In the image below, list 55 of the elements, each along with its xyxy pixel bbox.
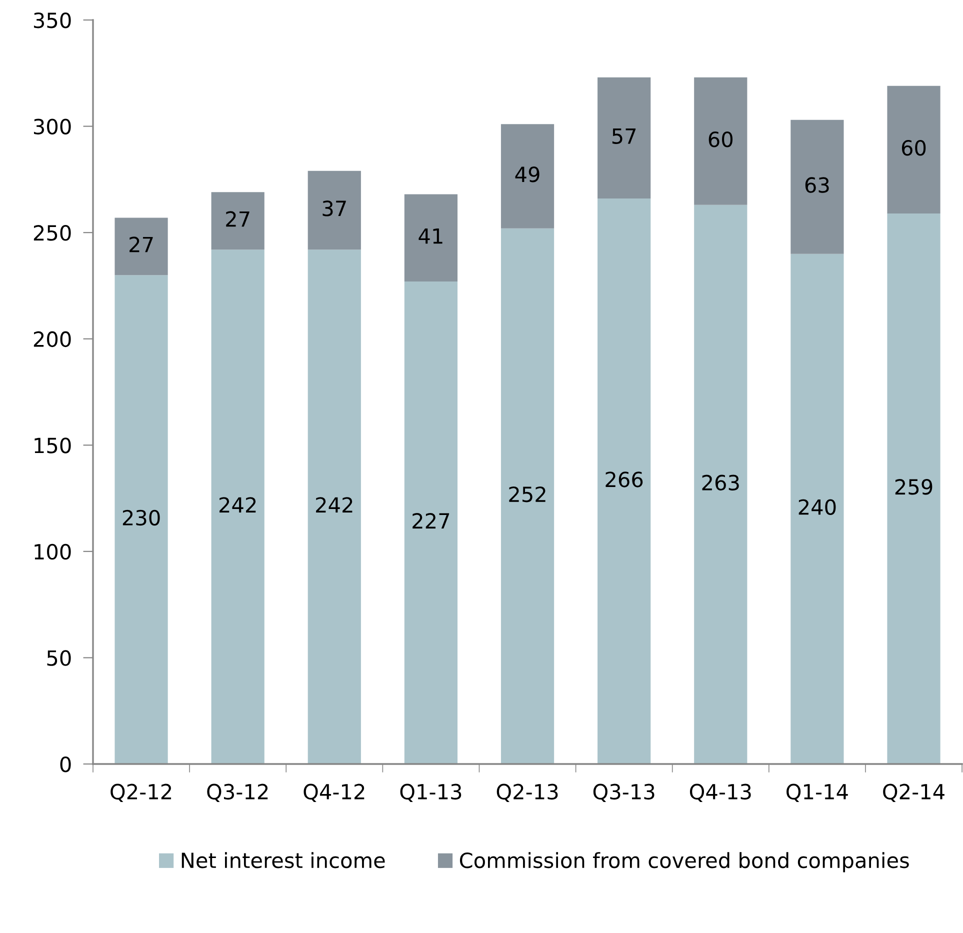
bar: [887, 86, 940, 214]
bar: [308, 170, 361, 250]
bar: [598, 198, 651, 764]
data-label: 37: [322, 200, 346, 216]
bar: [211, 250, 264, 764]
data-label: 57: [612, 128, 636, 144]
y-tick-label: 250: [34, 225, 71, 241]
y-tick-label: 150: [34, 438, 71, 454]
bar: [598, 77, 651, 199]
legend-label: Commission from covered bond companies: [460, 852, 909, 872]
x-tick-label: Q2-14: [883, 784, 944, 802]
x-tick-label: Q4-12: [304, 784, 364, 802]
y-tick-label: 200: [34, 331, 71, 348]
bar: [694, 77, 748, 205]
legend-label: Net interest income: [182, 852, 385, 868]
data-label: 27: [226, 211, 250, 227]
data-label: 242: [316, 497, 352, 513]
data-label: 27: [130, 236, 153, 252]
y-tick-label: 100: [34, 544, 71, 560]
data-label: 242: [219, 497, 256, 513]
y-tick-label: 350: [34, 12, 71, 28]
bar: [790, 120, 844, 254]
bar: [404, 281, 458, 764]
x-tick-label: Q2-13: [496, 784, 558, 802]
bar: [887, 213, 940, 764]
bar: [500, 124, 554, 228]
data-label: 252: [509, 486, 546, 502]
data-label: 240: [798, 499, 836, 515]
y-tick-label: 50: [47, 650, 71, 666]
y-tick-label: 300: [34, 118, 71, 134]
bar: [694, 204, 748, 764]
bar: [308, 250, 361, 764]
data-label: 60: [708, 131, 733, 148]
data-label: 227: [412, 513, 450, 528]
x-tick-label: Q2-12: [110, 784, 172, 802]
data-label: 49: [515, 166, 540, 182]
data-label: 230: [122, 510, 160, 526]
bar: [114, 275, 168, 764]
x-tick-label: Q1-13: [400, 784, 462, 802]
data-label: 266: [606, 472, 643, 488]
data-label: 259: [895, 479, 932, 495]
x-tick-label: Q4-13: [690, 784, 751, 802]
x-tick-label: Q3-12: [207, 784, 268, 802]
bar: [404, 194, 458, 282]
data-label: 41: [418, 228, 442, 244]
x-tick-label: Q1-14: [786, 784, 848, 802]
bar: [500, 228, 554, 764]
bar: [790, 254, 844, 764]
bar: [211, 192, 264, 250]
data-label: 263: [702, 474, 739, 491]
data-label: 60: [902, 140, 926, 156]
bar: [114, 218, 168, 276]
x-tick-label: Q3-13: [593, 784, 654, 802]
data-label: 63: [805, 177, 829, 193]
y-tick-label: 0: [60, 756, 71, 772]
